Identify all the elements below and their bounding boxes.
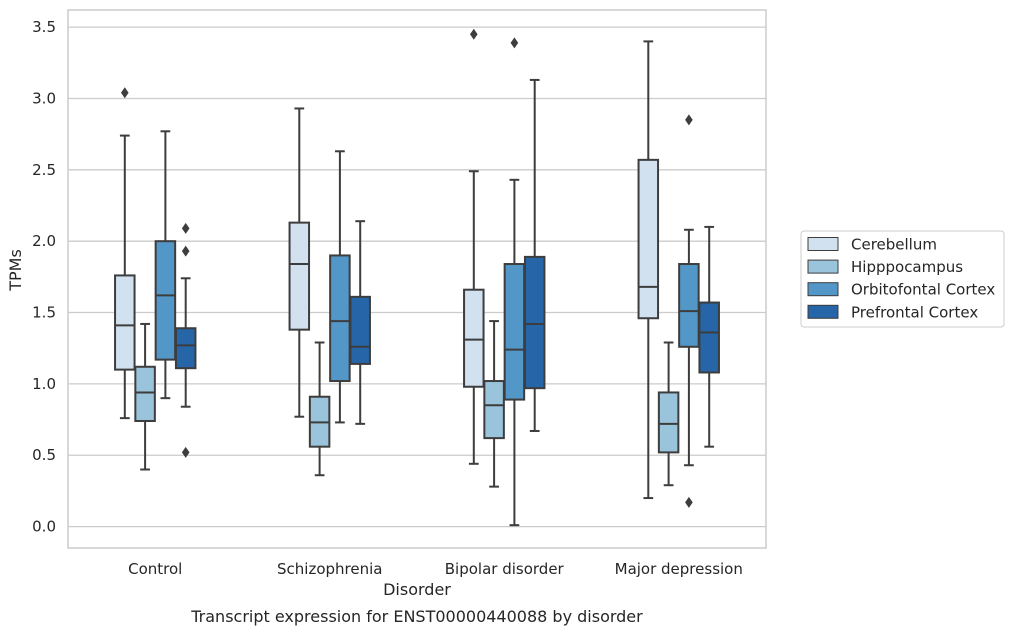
x-tick-labels: Control Schizophrenia Bipolar disorder Majo… <box>128 560 743 578</box>
box-plot <box>637 40 660 500</box>
box-plot <box>308 341 331 477</box>
box-iqr <box>523 255 546 390</box>
y-tick-label: 0.0 <box>32 518 56 536</box>
x-tick-label: Schizophrenia <box>277 560 382 578</box>
y-tick-label: 2.0 <box>32 232 56 250</box>
box-plot <box>657 341 680 487</box>
box-iqr <box>483 380 505 440</box>
outlier-point <box>510 37 519 49</box>
box-plot <box>503 37 526 527</box>
box-iqr <box>114 274 136 371</box>
figure-caption: Transcript expression for ENST0000044008… <box>190 607 643 626</box>
legend-label: Prefrontal Cortex <box>851 303 978 321</box>
box-plot <box>174 222 197 458</box>
box-plot <box>483 320 505 488</box>
box-plot <box>678 114 700 508</box>
series-0 <box>114 28 660 500</box>
outlier-point <box>685 114 693 126</box>
y-tick-labels: 0.0 0.5 1.0 1.5 2.0 2.5 3.0 3.5 <box>32 18 56 535</box>
legend-swatch <box>807 304 839 319</box>
box-iqr <box>288 221 311 331</box>
legend-swatch <box>807 282 839 297</box>
box-plot <box>463 28 485 465</box>
box-iqr <box>329 254 351 383</box>
box-plot <box>134 322 156 471</box>
y-tick-label: 3.5 <box>32 18 56 36</box>
box-plot <box>114 87 136 420</box>
box-iqr <box>349 295 371 365</box>
x-tick-label: Major depression <box>615 560 743 578</box>
box-groups <box>114 28 720 527</box>
box-iqr <box>463 288 485 388</box>
outlier-point <box>181 245 190 257</box>
box-iqr <box>154 240 177 361</box>
box-iqr <box>657 391 680 454</box>
outlier-point <box>470 28 478 40</box>
box-plot <box>523 78 546 432</box>
series-1 <box>134 320 680 488</box>
series-2 <box>154 37 700 527</box>
outlier-point <box>121 87 129 99</box>
legend-swatch <box>807 237 839 251</box>
y-tick-label: 2.5 <box>32 161 56 179</box>
y-tick-label: 1.5 <box>32 304 56 322</box>
box-iqr <box>698 301 720 374</box>
legend-label: Orbitofontal Cortex <box>851 281 995 299</box>
y-tick-label: 1.0 <box>32 375 56 393</box>
box-iqr <box>637 158 660 320</box>
x-tick-label: Control <box>128 560 182 578</box>
box-iqr <box>174 327 197 370</box>
outlier-point <box>181 446 190 458</box>
box-plot <box>349 220 371 425</box>
y-axis-title: TPMs <box>6 249 25 292</box>
outlier-point <box>685 496 693 508</box>
legend-label: Cerebellum <box>851 236 937 254</box>
legend-swatch <box>807 259 839 274</box>
x-tick-label: Bipolar disorder <box>445 560 565 578</box>
box-plot <box>154 130 177 400</box>
y-tick-label: 3.0 <box>32 89 56 107</box>
legend: Cerebellum Hipppocampus Orbitofontal Corte… <box>800 230 1005 328</box>
box-plot <box>698 225 720 448</box>
outlier-point <box>181 222 190 234</box>
legend-label: Hipppocampus <box>851 258 963 276</box>
box-iqr <box>503 263 526 401</box>
legend-frame <box>800 230 1005 328</box>
y-tick-label: 0.5 <box>32 446 56 464</box>
box-plot <box>288 107 311 418</box>
series-3 <box>174 78 720 458</box>
box-iqr <box>134 365 156 422</box>
x-axis-title: Disorder <box>383 580 451 599</box>
box-iqr <box>678 263 700 348</box>
